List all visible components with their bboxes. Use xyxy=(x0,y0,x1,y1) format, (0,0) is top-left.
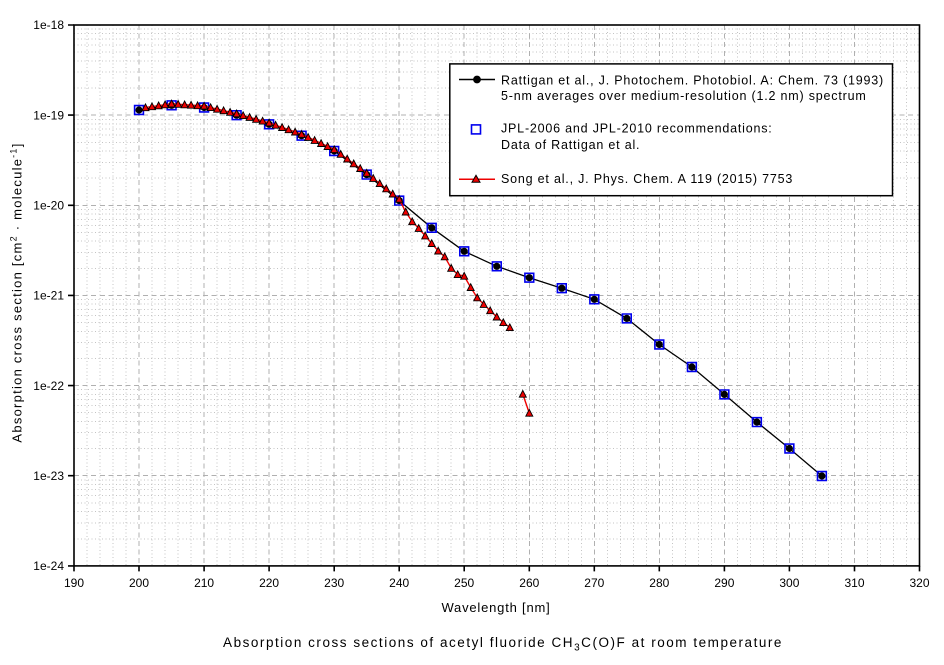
svg-text:1e-18: 1e-18 xyxy=(33,18,64,32)
svg-text:1e-23: 1e-23 xyxy=(33,469,64,483)
svg-text:210: 210 xyxy=(194,576,214,590)
svg-text:Absorption cross sections of a: Absorption cross sections of acetyl fluo… xyxy=(223,635,783,654)
svg-text:320: 320 xyxy=(909,576,929,590)
svg-text:1e-19: 1e-19 xyxy=(33,108,64,122)
svg-text:1e-20: 1e-20 xyxy=(33,199,64,213)
svg-text:190: 190 xyxy=(64,576,84,590)
svg-text:230: 230 xyxy=(324,576,344,590)
svg-text:Wavelength [nm]: Wavelength [nm] xyxy=(441,600,550,615)
svg-text:JPL-2006 and JPL-2010 recommen: JPL-2006 and JPL-2010 recommendations: xyxy=(501,122,773,136)
svg-text:Data of Rattigan et al.: Data of Rattigan et al. xyxy=(501,138,640,152)
svg-text:220: 220 xyxy=(259,576,279,590)
svg-text:200: 200 xyxy=(129,576,149,590)
svg-text:310: 310 xyxy=(844,576,864,590)
svg-text:280: 280 xyxy=(649,576,669,590)
svg-text:300: 300 xyxy=(779,576,799,590)
svg-text:Rattigan et al., J. Photochem.: Rattigan et al., J. Photochem. Photobiol… xyxy=(501,73,884,87)
svg-text:Absorption cross section [cm2: Absorption cross section [cm2 · molecule… xyxy=(9,142,25,442)
svg-text:1e-22: 1e-22 xyxy=(33,379,64,393)
svg-text:Song et al., J. Phys. Chem. A: Song et al., J. Phys. Chem. A 119 (2015)… xyxy=(501,172,793,186)
svg-text:260: 260 xyxy=(519,576,539,590)
svg-text:290: 290 xyxy=(714,576,734,590)
svg-text:250: 250 xyxy=(454,576,474,590)
svg-text:5-nm averages over medium-reso: 5-nm averages over medium-resolution (1.… xyxy=(501,89,867,103)
svg-text:270: 270 xyxy=(584,576,604,590)
svg-text:240: 240 xyxy=(389,576,409,590)
svg-text:1e-21: 1e-21 xyxy=(33,289,64,303)
svg-text:1e-24: 1e-24 xyxy=(33,559,64,573)
